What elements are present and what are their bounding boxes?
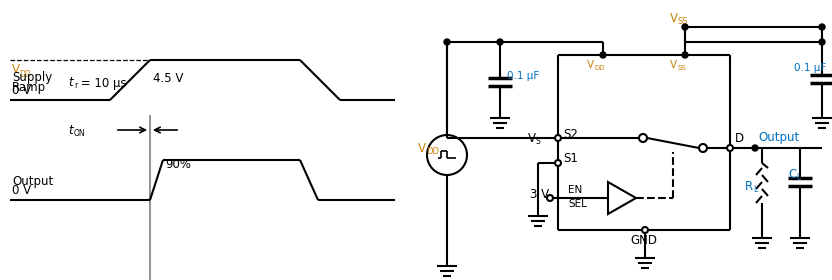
- Text: ON: ON: [74, 129, 86, 137]
- Text: 3 V: 3 V: [530, 188, 549, 202]
- Circle shape: [682, 52, 688, 58]
- Circle shape: [699, 144, 707, 152]
- Circle shape: [642, 227, 648, 233]
- Text: 90%: 90%: [165, 158, 191, 171]
- Circle shape: [555, 135, 561, 141]
- Circle shape: [444, 39, 450, 45]
- Circle shape: [555, 160, 561, 166]
- Text: DD: DD: [594, 65, 605, 71]
- Text: EN: EN: [568, 185, 582, 195]
- Text: 4.5 V: 4.5 V: [153, 71, 183, 85]
- Text: t: t: [68, 123, 72, 137]
- Text: = 10 μs: = 10 μs: [77, 76, 126, 90]
- Text: DD: DD: [426, 146, 439, 155]
- Text: D: D: [735, 132, 744, 144]
- Text: V: V: [670, 11, 678, 25]
- Circle shape: [752, 145, 758, 151]
- Text: V: V: [418, 141, 426, 155]
- Text: V: V: [670, 60, 677, 70]
- Text: SEL: SEL: [568, 199, 587, 209]
- Text: Output: Output: [12, 176, 53, 188]
- Text: Supply: Supply: [12, 71, 52, 85]
- Text: DD: DD: [19, 70, 31, 79]
- Circle shape: [547, 195, 553, 201]
- Text: SS: SS: [678, 17, 689, 25]
- Text: 0 V: 0 V: [12, 184, 31, 197]
- Text: Output: Output: [758, 132, 800, 144]
- Text: V: V: [12, 63, 20, 76]
- Text: 0.1 μF: 0.1 μF: [507, 71, 539, 81]
- Text: SS: SS: [677, 65, 686, 71]
- Text: L: L: [753, 185, 757, 193]
- Circle shape: [727, 145, 733, 151]
- Text: C: C: [788, 167, 796, 181]
- Text: t: t: [68, 76, 72, 90]
- Text: R: R: [745, 179, 753, 193]
- Text: L: L: [796, 172, 800, 181]
- Circle shape: [600, 52, 606, 58]
- Circle shape: [819, 39, 825, 45]
- Text: 0 V: 0 V: [12, 84, 31, 97]
- Text: V: V: [587, 60, 594, 70]
- Text: V: V: [528, 132, 536, 144]
- Text: 0.1 μF: 0.1 μF: [794, 63, 826, 73]
- Circle shape: [682, 24, 688, 30]
- Text: Ramp: Ramp: [12, 81, 46, 95]
- Text: r: r: [74, 81, 77, 90]
- Circle shape: [639, 134, 647, 142]
- Text: S1: S1: [563, 153, 578, 165]
- Text: GND: GND: [630, 234, 657, 246]
- Circle shape: [819, 24, 825, 30]
- Circle shape: [497, 39, 503, 45]
- Text: S: S: [535, 137, 540, 146]
- Text: S2: S2: [563, 127, 578, 141]
